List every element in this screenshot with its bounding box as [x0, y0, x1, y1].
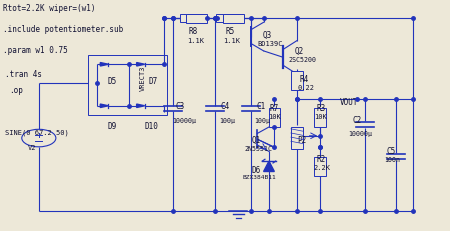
Text: V2: V2: [27, 144, 36, 150]
Text: C2: C2: [353, 116, 362, 125]
Text: 2SC5200: 2SC5200: [289, 57, 317, 63]
Bar: [223, 15, 244, 23]
Text: R4: R4: [299, 75, 308, 84]
Text: R5: R5: [225, 27, 234, 36]
Text: 1.1K: 1.1K: [187, 38, 204, 44]
Text: C3: C3: [176, 102, 185, 111]
Polygon shape: [137, 105, 145, 108]
Text: D9: D9: [108, 121, 117, 130]
Text: .param w1 0.75: .param w1 0.75: [3, 46, 68, 55]
Text: 0.22: 0.22: [297, 85, 314, 91]
Text: 2N5551C: 2N5551C: [245, 145, 273, 151]
Text: R7: R7: [270, 104, 279, 113]
Bar: [291, 71, 302, 91]
Polygon shape: [100, 63, 108, 67]
Bar: [88, 56, 166, 116]
Text: D10: D10: [144, 121, 158, 130]
Text: 1.1K: 1.1K: [224, 38, 241, 44]
Text: SINE(0 67.2 50): SINE(0 67.2 50): [5, 129, 69, 136]
Bar: [186, 15, 207, 23]
Text: BD139C: BD139C: [258, 41, 283, 47]
Polygon shape: [264, 161, 274, 172]
Text: Q1: Q1: [252, 135, 261, 144]
Text: C4: C4: [220, 102, 230, 111]
Text: C1: C1: [256, 102, 266, 111]
Text: 10K: 10K: [314, 114, 327, 120]
Text: 10000μ: 10000μ: [172, 118, 196, 124]
Text: 100n: 100n: [384, 156, 400, 162]
Bar: [314, 108, 326, 127]
Text: R8: R8: [188, 27, 198, 36]
Text: R2: R2: [316, 155, 325, 164]
Text: Q2: Q2: [295, 47, 304, 56]
Text: .include potentiometer.sub: .include potentiometer.sub: [3, 25, 123, 34]
Text: VRECT3: VRECT3: [140, 65, 146, 90]
Text: P2: P2: [297, 135, 306, 144]
Text: .tran 4s: .tran 4s: [5, 70, 42, 79]
Bar: [291, 128, 302, 149]
Text: Rtot=2.2K wiper=(w1): Rtot=2.2K wiper=(w1): [3, 4, 95, 13]
Text: C5: C5: [387, 146, 396, 155]
Polygon shape: [137, 63, 145, 67]
Text: D7: D7: [149, 76, 158, 85]
Text: D5: D5: [108, 76, 117, 85]
Text: 100μ: 100μ: [254, 118, 270, 124]
Text: 2.2K: 2.2K: [314, 164, 331, 170]
Text: 100μ: 100μ: [219, 118, 235, 124]
Text: VOUT: VOUT: [340, 97, 358, 106]
Polygon shape: [100, 105, 108, 108]
Text: Q3: Q3: [262, 30, 271, 40]
Bar: [180, 15, 202, 23]
Text: D6: D6: [251, 165, 260, 174]
Bar: [269, 108, 280, 127]
Bar: [314, 158, 326, 176]
Text: R3: R3: [316, 104, 325, 113]
Text: 10K: 10K: [269, 114, 281, 120]
Text: BZX384B11: BZX384B11: [242, 174, 276, 179]
Text: .op: .op: [9, 86, 22, 95]
Text: 10000μ: 10000μ: [348, 131, 372, 136]
Bar: [216, 15, 239, 23]
